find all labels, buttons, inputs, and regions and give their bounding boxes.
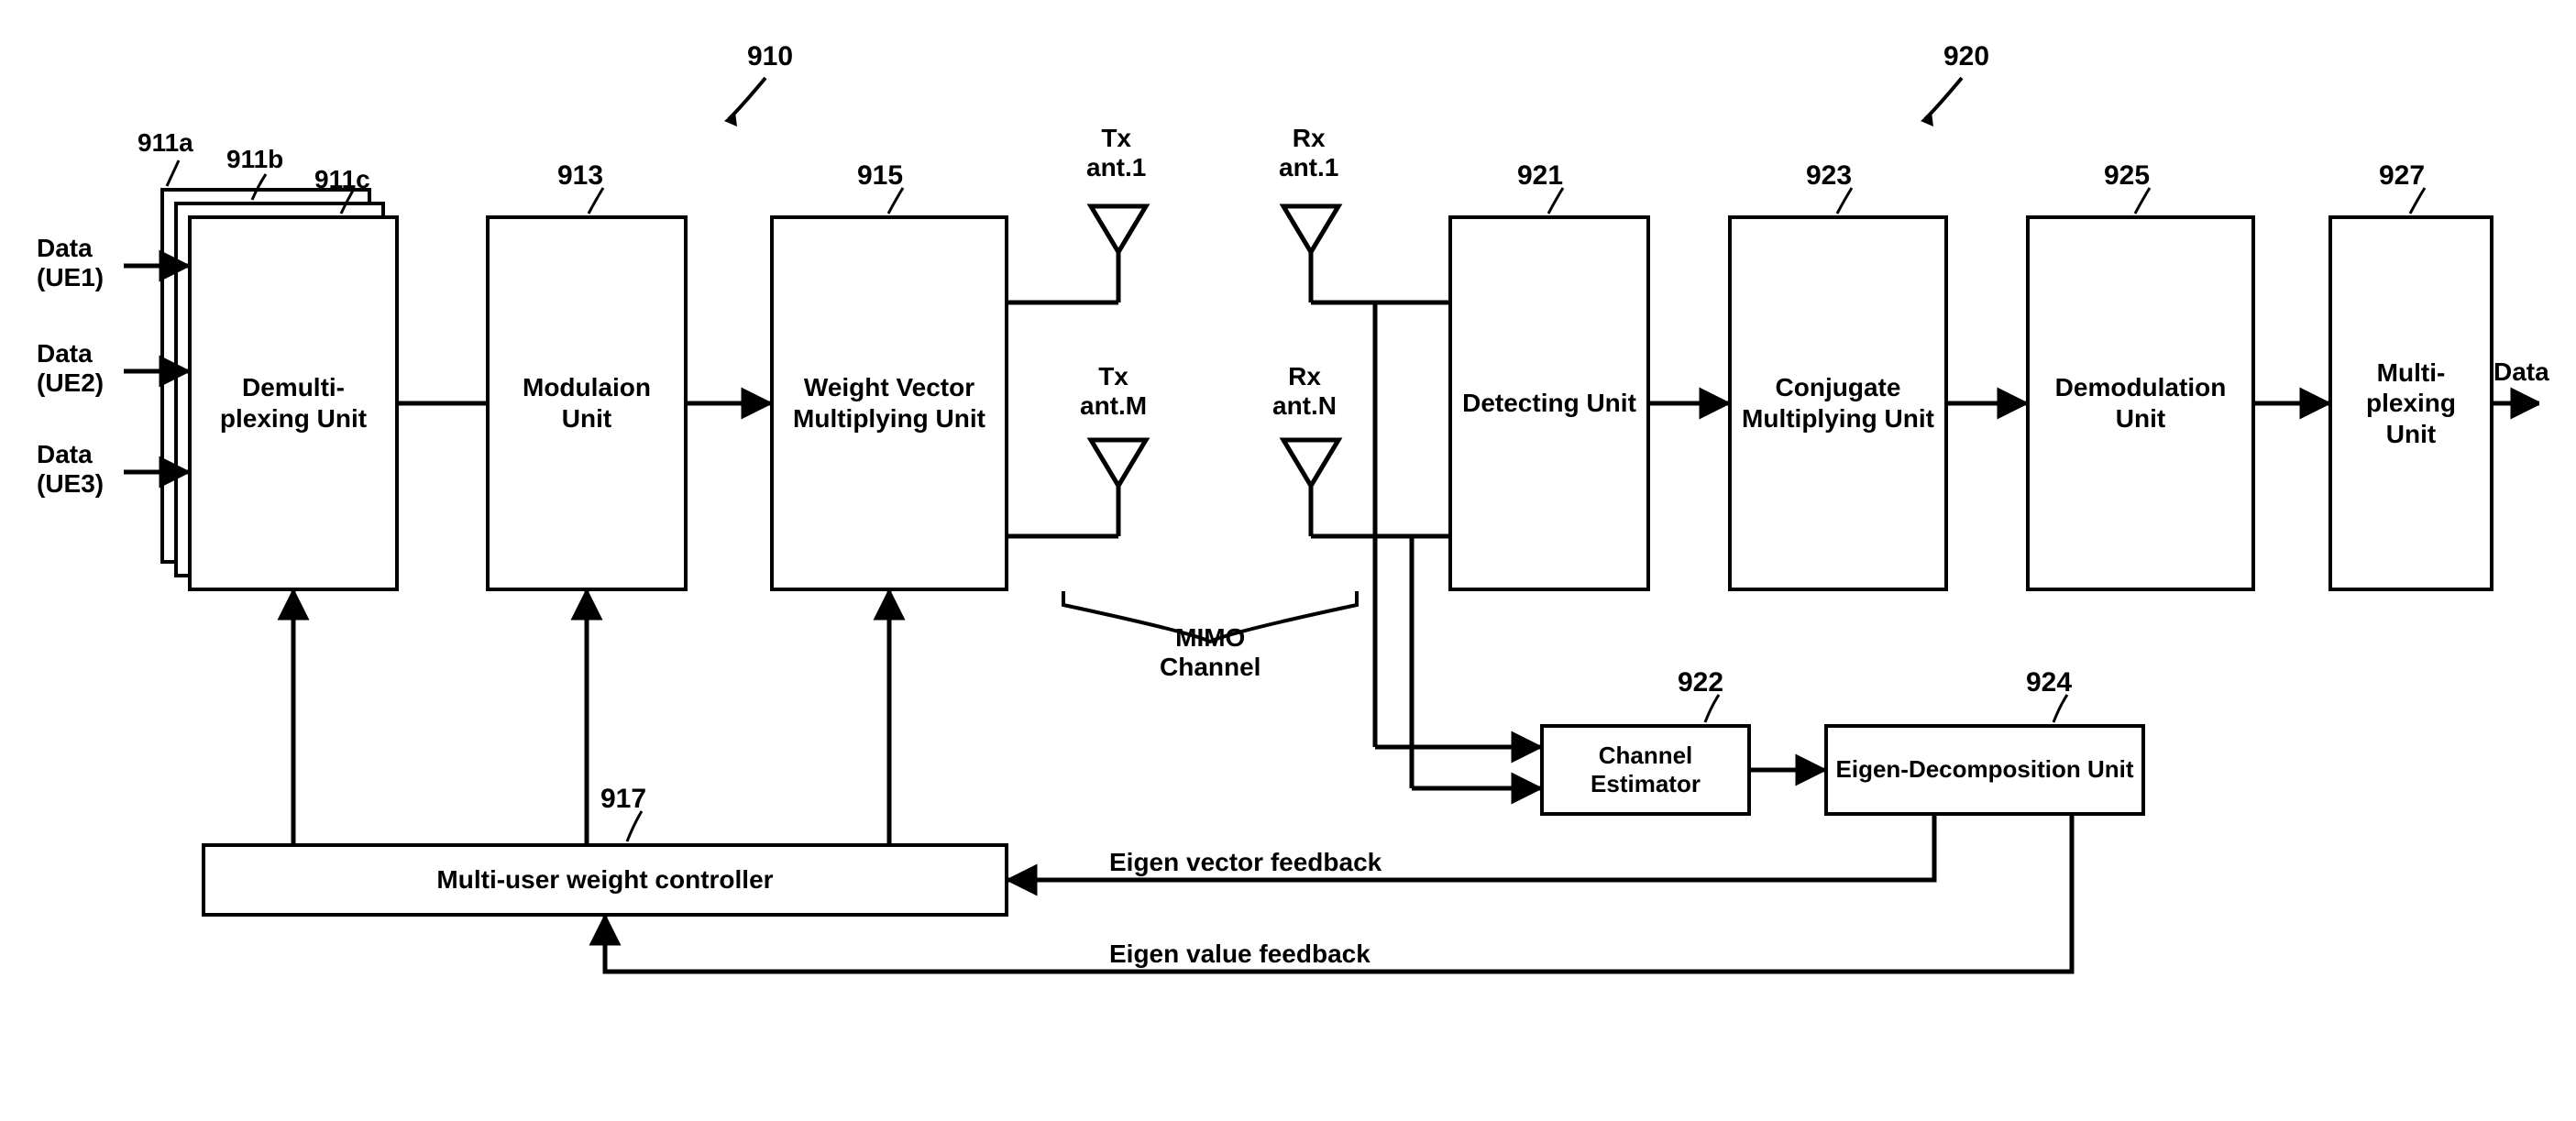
input-ue1: Data (UE1): [37, 234, 104, 292]
callout-915: 915: [857, 160, 903, 192]
wvm-label: Weight Vector Multiplying Unit: [781, 372, 997, 434]
callout-925: 925: [2104, 160, 2150, 192]
callout-921: 921: [1517, 160, 1563, 192]
mux-block: Multi- plexing Unit: [2328, 215, 2493, 591]
mod-label: Modulaion Unit: [497, 372, 677, 434]
input-ue3: Data (UE3): [37, 440, 104, 499]
callout-911b: 911b: [226, 145, 283, 174]
wvm-block: Weight Vector Multiplying Unit: [770, 215, 1008, 591]
mwc-label: Multi-user weight controller: [436, 864, 773, 896]
mwc-block: Multi-user weight controller: [202, 843, 1008, 917]
chest-label: Channel Estimator: [1551, 742, 1740, 798]
eigenvector-fb-label: Eigen vector feedback: [1109, 848, 1382, 877]
mimo-label: MIMO Channel: [1160, 623, 1260, 682]
demod-block: Demodulation Unit: [2026, 215, 2255, 591]
demod-label: Demodulation Unit: [2037, 372, 2244, 434]
conj-label: Conjugate Multiplying Unit: [1739, 372, 1937, 434]
demux-block: Demulti- plexing Unit: [188, 215, 399, 591]
demux-label: Demulti- plexing Unit: [199, 372, 388, 434]
output-data: Data: [2493, 357, 2549, 387]
callout-913: 913: [557, 160, 603, 192]
eigenvalue-fb-label: Eigen value feedback: [1109, 940, 1371, 969]
mod-block: Modulaion Unit: [486, 215, 688, 591]
callout-922: 922: [1678, 667, 1723, 698]
callout-911c: 911c: [314, 165, 370, 194]
tx1-label: Tx ant.1: [1086, 124, 1146, 182]
rxN-label: Rx ant.N: [1272, 362, 1337, 421]
input-ue2: Data (UE2): [37, 339, 104, 398]
mux-label: Multi- plexing Unit: [2339, 357, 2482, 450]
chest-block: Channel Estimator: [1540, 724, 1751, 816]
detect-label: Detecting Unit: [1462, 388, 1636, 419]
rx1-label: Rx ant.1: [1279, 124, 1338, 182]
callout-924: 924: [2026, 667, 2072, 698]
callout-927: 927: [2379, 160, 2425, 192]
callout-910: 910: [747, 41, 793, 72]
detect-block: Detecting Unit: [1448, 215, 1650, 591]
eigen-label: Eigen-Decomposition Unit: [1836, 755, 2134, 784]
eigen-block: Eigen-Decomposition Unit: [1824, 724, 2145, 816]
txM-label: Tx ant.M: [1080, 362, 1147, 421]
callout-917: 917: [600, 784, 646, 815]
block-diagram: Demulti- plexing Unit Modulaion Unit Wei…: [37, 37, 2539, 1084]
callout-920: 920: [1943, 41, 1989, 72]
conj-block: Conjugate Multiplying Unit: [1728, 215, 1948, 591]
callout-911a: 911a: [138, 128, 193, 158]
callout-923: 923: [1806, 160, 1852, 192]
